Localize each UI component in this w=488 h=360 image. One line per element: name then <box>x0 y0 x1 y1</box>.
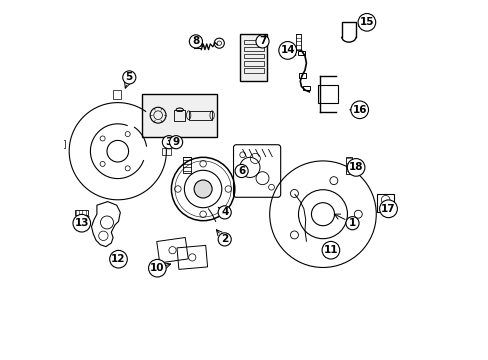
Bar <box>244 54 263 58</box>
Text: 6: 6 <box>238 166 245 176</box>
Text: 16: 16 <box>352 105 366 115</box>
Text: 4: 4 <box>221 207 228 217</box>
Text: 11: 11 <box>323 245 338 255</box>
Bar <box>346 157 351 174</box>
Circle shape <box>194 180 212 198</box>
Bar <box>318 85 337 103</box>
Text: 2: 2 <box>221 234 228 244</box>
Bar <box>240 34 266 81</box>
Text: 12: 12 <box>111 254 125 264</box>
Text: 14: 14 <box>280 45 294 55</box>
Text: 17: 17 <box>381 204 395 214</box>
Bar <box>244 61 263 66</box>
Bar <box>376 194 393 212</box>
Bar <box>162 148 170 155</box>
Bar <box>298 73 305 78</box>
Bar <box>244 68 263 73</box>
Bar <box>303 86 310 90</box>
Text: 5: 5 <box>125 72 133 82</box>
Bar <box>244 40 263 44</box>
Text: 7: 7 <box>258 36 265 46</box>
Bar <box>113 90 121 99</box>
Bar <box>297 51 305 55</box>
Bar <box>75 210 88 215</box>
Text: 3: 3 <box>165 137 172 147</box>
Bar <box>174 110 185 121</box>
Text: 13: 13 <box>74 218 89 228</box>
Bar <box>142 94 217 137</box>
Text: 1: 1 <box>348 218 355 228</box>
Text: 10: 10 <box>150 263 164 273</box>
Bar <box>56 140 65 148</box>
Bar <box>75 217 88 222</box>
Text: 8: 8 <box>192 36 199 46</box>
Bar <box>188 111 212 120</box>
Text: 18: 18 <box>348 162 363 172</box>
Text: 9: 9 <box>172 137 179 147</box>
Text: 15: 15 <box>359 17 373 27</box>
Bar <box>244 47 263 51</box>
